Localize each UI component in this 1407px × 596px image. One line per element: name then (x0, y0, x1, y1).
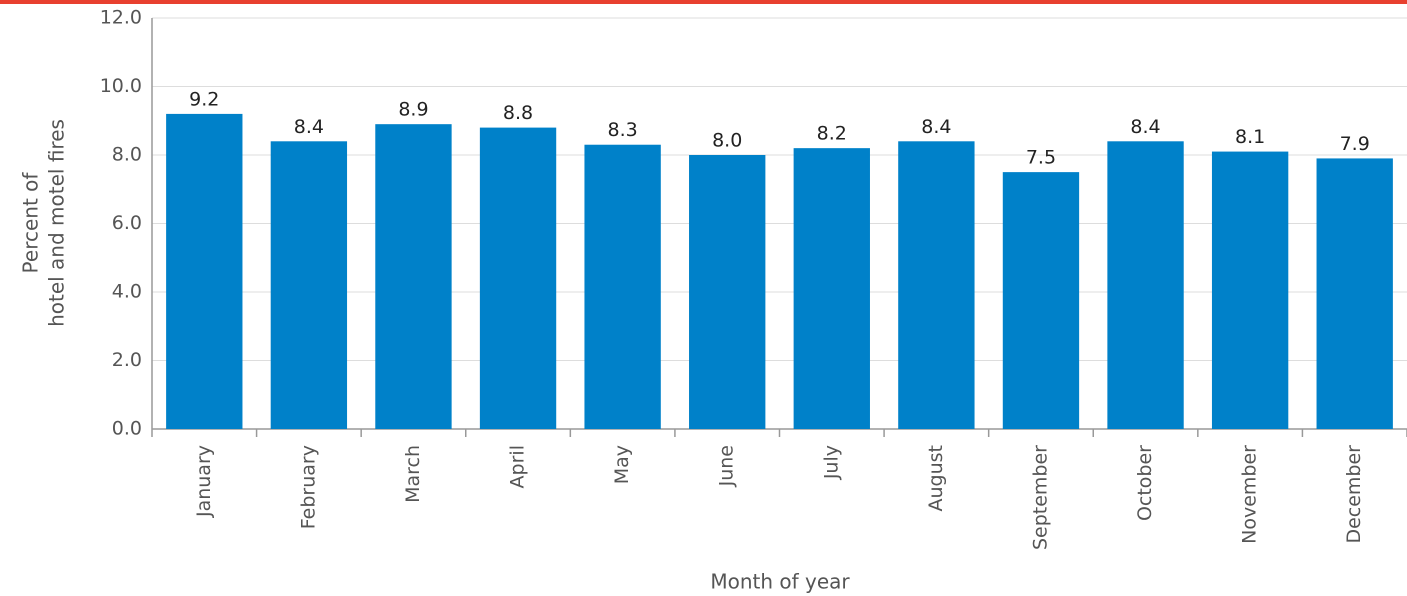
y-tick-label: 8.0 (112, 144, 142, 166)
bar (270, 141, 348, 430)
x-tick-label: July (820, 445, 842, 480)
value-label: 8.3 (608, 119, 638, 141)
value-label: 7.9 (1340, 133, 1370, 155)
bar (1316, 158, 1393, 430)
x-tick-label: August (925, 445, 947, 512)
x-tick-label: November (1239, 445, 1261, 544)
x-tick-label: December (1343, 445, 1365, 544)
x-tick-label: April (507, 445, 529, 488)
bar (1002, 172, 1080, 429)
value-label: 8.9 (398, 99, 428, 121)
value-label: 8.4 (294, 116, 324, 138)
y-tick-label: 2.0 (112, 349, 142, 371)
value-label: 8.4 (921, 116, 951, 138)
bar (166, 113, 243, 430)
y-axis-label: hotel and motel fires (45, 119, 69, 327)
bar (1211, 151, 1289, 429)
bar (898, 141, 975, 430)
y-tick-label: 10.0 (100, 75, 142, 97)
y-tick-label: 4.0 (112, 281, 142, 303)
value-label: 8.4 (1130, 116, 1160, 138)
x-tick-label: March (402, 445, 424, 503)
bar (375, 124, 452, 430)
bar (584, 144, 661, 429)
x-axis-label: Month of year (710, 570, 850, 594)
x-tick-label: January (193, 445, 215, 518)
bar (479, 127, 557, 429)
top-rule (0, 0, 1407, 4)
y-axis-label: Percent of (19, 172, 43, 274)
x-tick-label: October (1134, 445, 1156, 521)
value-label: 7.5 (1026, 147, 1056, 169)
bar (689, 155, 766, 429)
value-label: 8.0 (712, 130, 742, 152)
x-tick-label: June (716, 445, 738, 487)
x-tick-label: February (297, 445, 319, 529)
x-tick-label: September (1029, 445, 1051, 550)
value-label: 8.1 (1235, 126, 1265, 148)
bar (793, 148, 870, 429)
y-tick-label: 6.0 (112, 212, 142, 234)
value-label: 8.8 (503, 102, 533, 124)
y-tick-label: 0.0 (112, 418, 142, 440)
x-tick-label: May (611, 445, 633, 484)
bar (1107, 141, 1184, 430)
value-label: 8.2 (817, 123, 847, 145)
value-label: 9.2 (189, 88, 219, 110)
y-tick-label: 12.0 (100, 7, 142, 29)
